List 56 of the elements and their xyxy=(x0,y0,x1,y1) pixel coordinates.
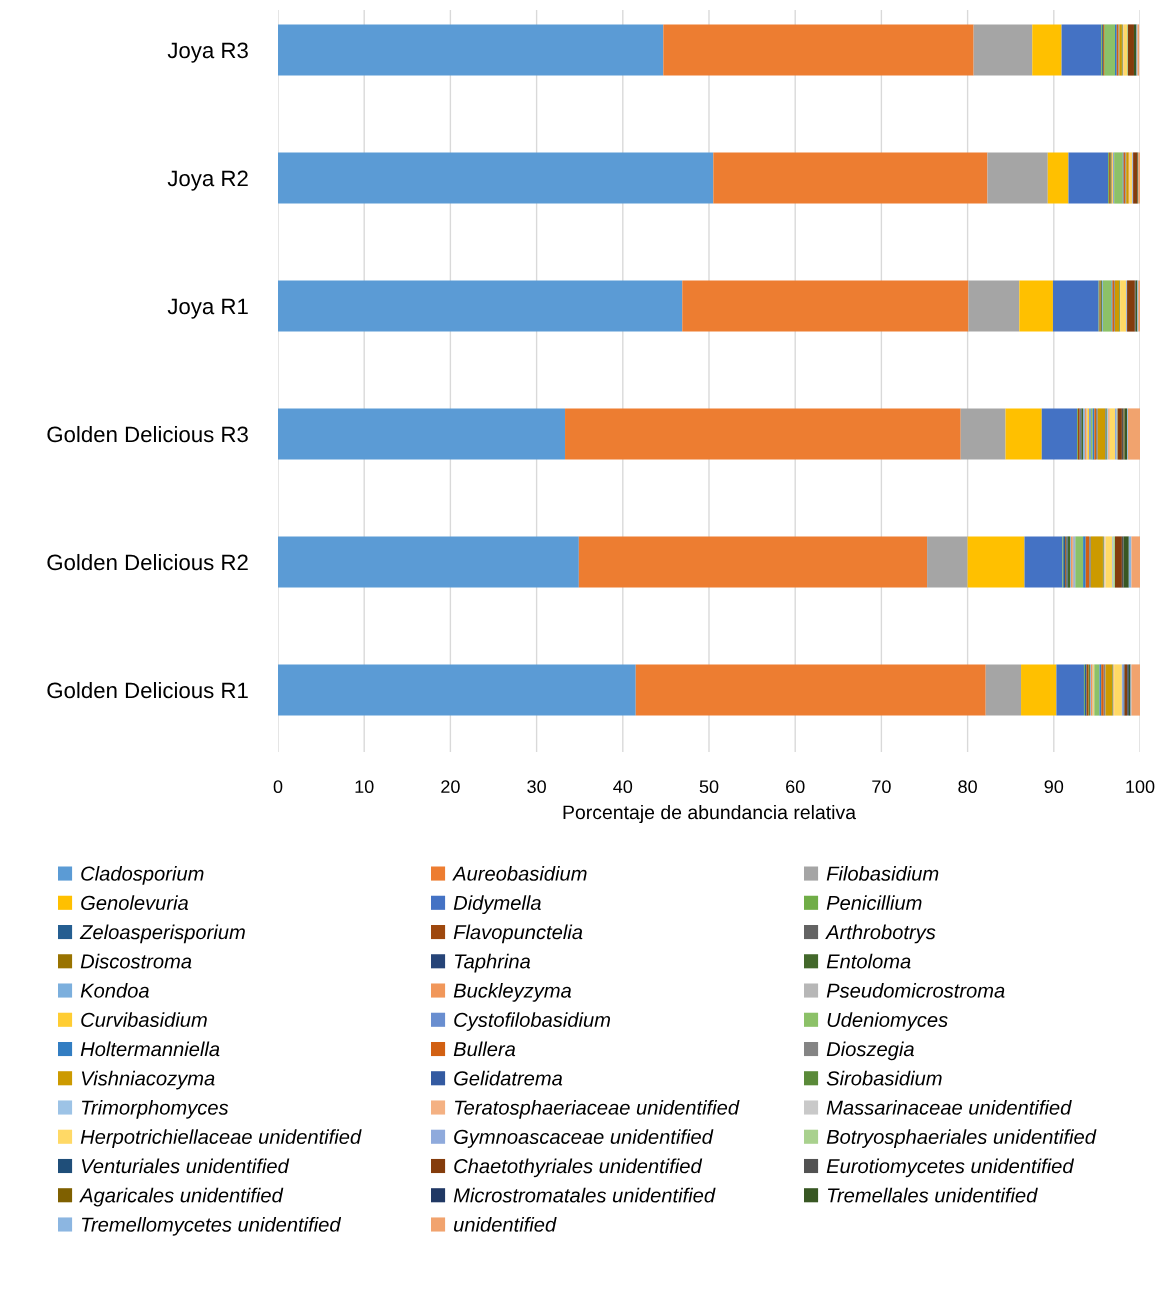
legend-label: Tremellales unidentified xyxy=(827,1187,1038,1203)
legend-label: Microstromatales unidentified xyxy=(453,1187,716,1203)
legend-label: Cladosporium xyxy=(81,866,204,885)
legend-label: Venturiales unidentified xyxy=(81,1158,290,1174)
x-axis-title: Porcentaje de abundancia relativa xyxy=(563,804,857,824)
x-tick-label: 20 xyxy=(441,780,460,794)
legend-label: Flavopunctelia xyxy=(453,924,583,944)
legend-label: Penicillium xyxy=(826,895,922,911)
x-tick-label: 80 xyxy=(958,780,977,794)
legend-label: Aureobasidium xyxy=(452,866,587,881)
legend-label: Massarinaceae unidentified xyxy=(826,1099,1072,1115)
legend-label: Trimorphomyces xyxy=(81,1099,229,1119)
x-tick-label: 30 xyxy=(527,780,546,794)
x-tick-label: 50 xyxy=(699,780,719,794)
y-tick-label: Golden Delicious R3 xyxy=(47,425,248,443)
x-tick-label: 0 xyxy=(273,780,283,794)
x-tick-label: 10 xyxy=(355,780,374,794)
legend-label: Kondoa xyxy=(80,982,149,998)
legend-label: Eurotiomycetes unidentified xyxy=(826,1158,1075,1178)
legend-label: Curvibasidium xyxy=(81,1012,207,1028)
y-tick-label: Joya R2 xyxy=(167,170,248,191)
legend-label: Taphrina xyxy=(454,953,531,973)
y-tick-label: Golden Delicious R2 xyxy=(47,553,248,571)
legend-label: Arthrobotrys xyxy=(825,924,936,944)
y-tick-label: Golden Delicious R1 xyxy=(47,681,248,699)
legend-label: Genolevuria xyxy=(81,895,189,911)
legend-label: Teratosphaeriaceae unidentified xyxy=(454,1099,740,1119)
legend-label: Botryosphaeriales unidentified xyxy=(826,1129,1097,1148)
legend-label: Vishniacozyma xyxy=(81,1070,215,1090)
legend-label: Zeloasperisporium xyxy=(79,924,245,944)
x-tick-label: 60 xyxy=(786,780,805,794)
legend-label: Holtermanniella xyxy=(80,1041,220,1057)
legend-label: Herpotrichiellaceae unidentified xyxy=(80,1129,362,1148)
y-tick-label: Joya R1 xyxy=(167,298,248,319)
legend-label: Udeniomyces xyxy=(827,1012,948,1031)
legend-label: Agaricales unidentified xyxy=(79,1187,284,1207)
y-tick-label: Joya R3 xyxy=(167,42,248,63)
x-tick-label: 70 xyxy=(872,780,891,794)
legend-label: Gymnoascaceae unidentified xyxy=(454,1129,714,1148)
x-tick-label: 100 xyxy=(1126,780,1155,794)
legend-label: Pseudomicrostroma xyxy=(826,982,1005,998)
legend-label: Discostroma xyxy=(80,953,192,969)
legend-label: Entoloma xyxy=(826,953,911,969)
legend-label: Buckleyzyma xyxy=(453,982,572,1002)
legend-label: Bullera xyxy=(453,1041,516,1057)
legend-label: Dioszegia xyxy=(826,1041,914,1061)
legend-label: unidentified xyxy=(454,1216,557,1232)
legend-label: Gelidatrema xyxy=(454,1070,563,1086)
legend-label: Filobasidium xyxy=(826,866,939,881)
legend-label: Cystofilobasidium xyxy=(454,1012,611,1031)
legend-label: Tremellomycetes unidentified xyxy=(81,1216,342,1236)
legend-label: Sirobasidium xyxy=(826,1070,942,1086)
legend-label: Chaetothyriales unidentified xyxy=(454,1158,703,1178)
x-tick-label: 90 xyxy=(1044,780,1064,794)
legend-label: Didymella xyxy=(453,895,541,915)
x-tick-label: 40 xyxy=(613,780,633,794)
